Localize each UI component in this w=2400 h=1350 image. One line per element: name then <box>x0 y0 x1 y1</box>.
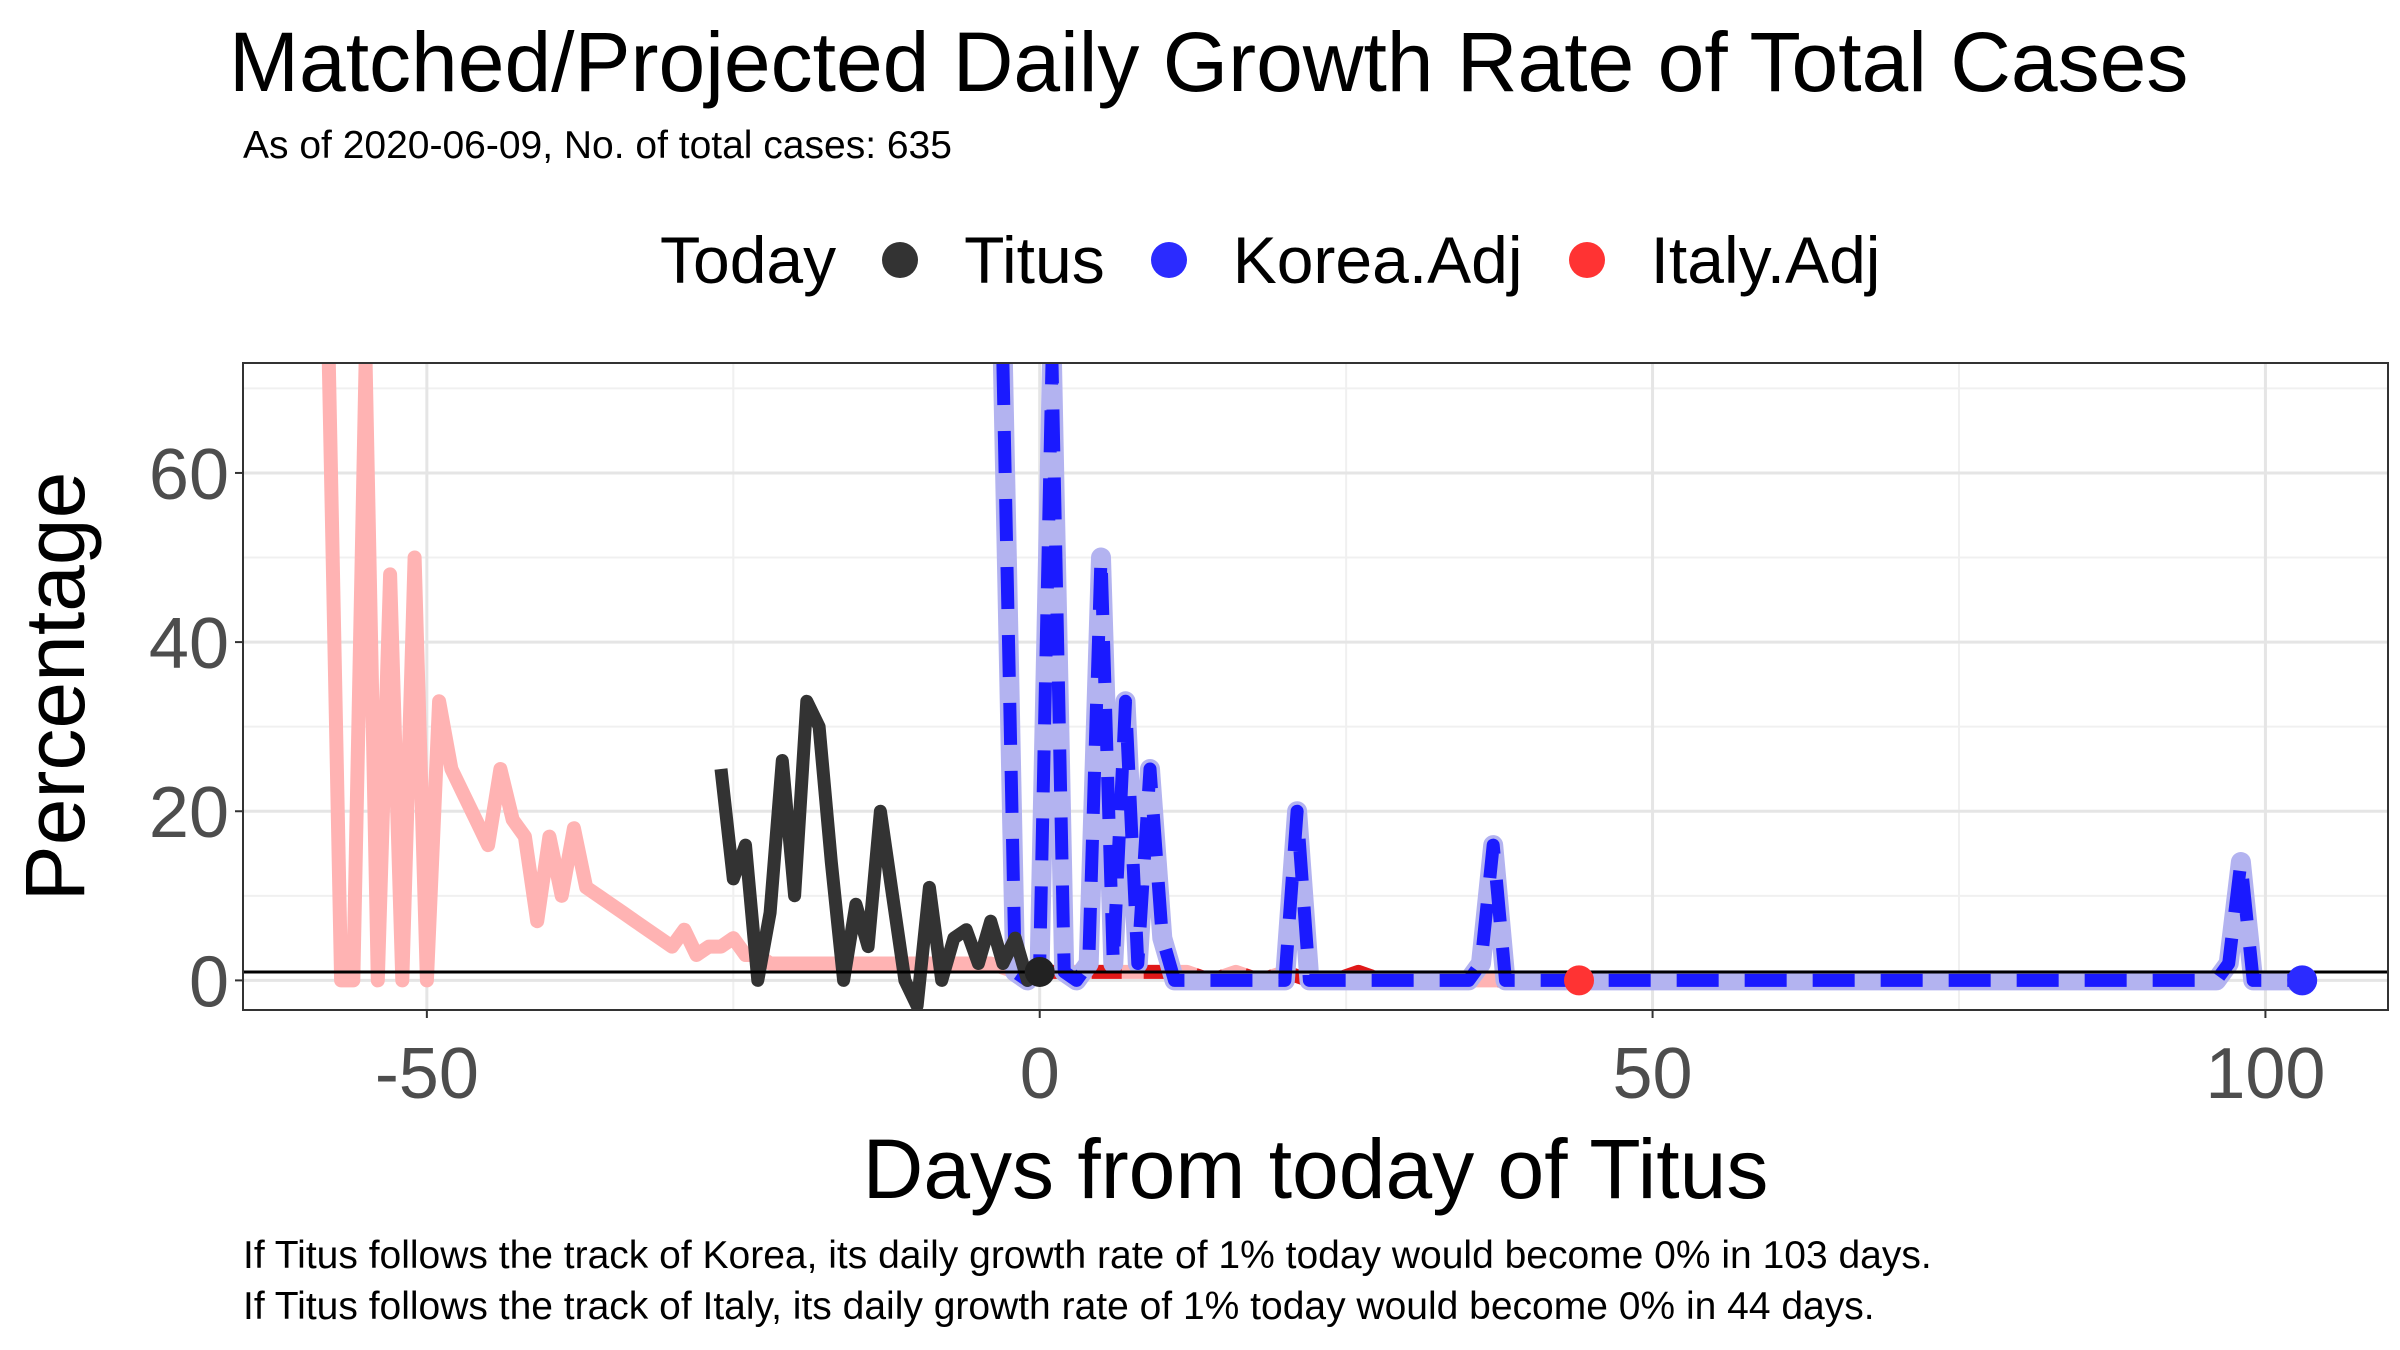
x-tick-label: 0 <box>1020 1034 1060 1114</box>
x-tick-label: 50 <box>1613 1034 1693 1114</box>
legend-label-titus: Titus <box>964 223 1105 297</box>
y-tick-label: 20 <box>149 773 229 853</box>
plot-border <box>242 362 2389 1011</box>
plot-background <box>243 363 2388 1010</box>
plot-area <box>321 363 2303 1010</box>
chart-title: Matched/Projected Daily Growth Rate of T… <box>229 15 2189 109</box>
y-tick-label: 0 <box>189 942 229 1022</box>
today-point-italy <box>1564 965 1595 996</box>
y-axis-title: Percentage <box>8 472 102 902</box>
x-tick-label: 100 <box>2205 1034 2325 1114</box>
legend-label-korea: Korea.Adj <box>1232 223 1523 297</box>
legend-label-italy: Italy.Adj <box>1650 223 1881 297</box>
x-tick-label: -50 <box>375 1034 479 1114</box>
series-line-titus <box>714 694 1044 1010</box>
caption-korea: If Titus follows the track of Korea, its… <box>243 1234 1932 1277</box>
series-dash-korea <box>996 363 2303 987</box>
chart-subtitle: As of 2020-06-09, No. of total cases: 63… <box>243 124 952 167</box>
caption-italy: If Titus follows the track of Italy, its… <box>243 1285 1875 1328</box>
legend-dot-titus <box>882 242 919 278</box>
today-point-korea <box>2287 965 2318 996</box>
legend-item-italy: Italy.Adj <box>1568 222 1881 298</box>
legend-title: Today <box>660 223 837 297</box>
legend: Today Titus Korea.Adj Italy.Adj <box>660 215 1926 305</box>
y-tick-label: 40 <box>149 604 229 684</box>
legend-dot-italy <box>1568 242 1605 278</box>
x-axis-title: Days from today of Titus <box>863 1122 1769 1216</box>
today-point-titus <box>1024 956 1055 987</box>
legend-item-titus: Titus <box>882 222 1105 298</box>
legend-dot-korea <box>1150 242 1187 278</box>
legend-item-korea: Korea.Adj <box>1150 222 1523 298</box>
y-tick-label: 60 <box>149 435 229 515</box>
